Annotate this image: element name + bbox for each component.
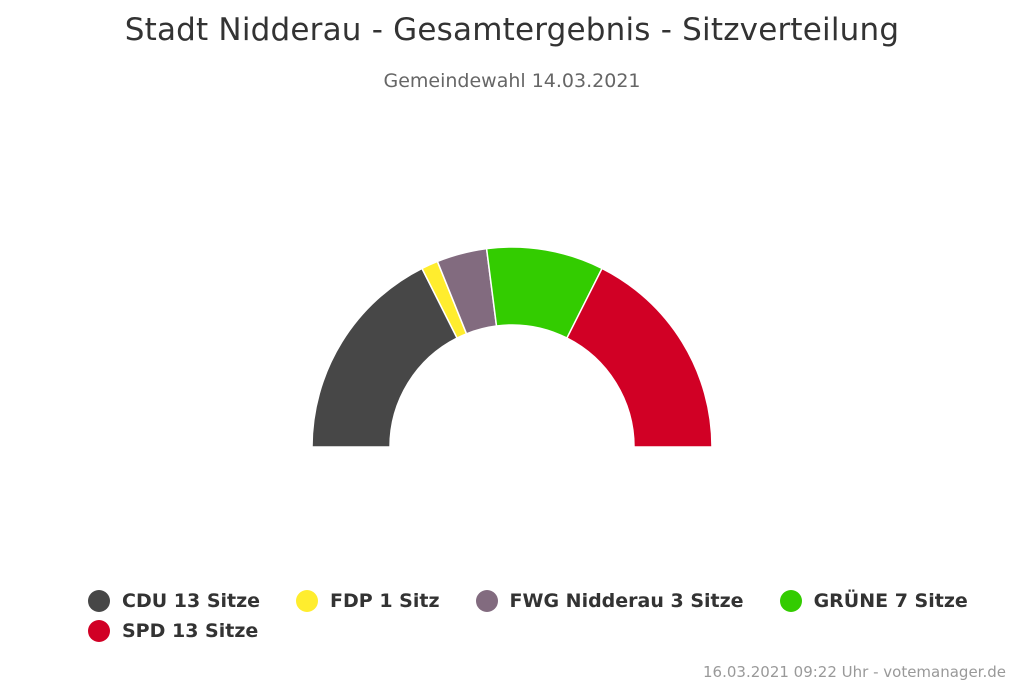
chart-legend: CDU 13 Sitze FDP 1 Sitz FWG Nidderau 3 S… [88,586,968,646]
legend-dot-gruene [779,590,802,612]
chart-credits[interactable]: 16.03.2021 09:22 Uhr - votemanager.de [703,663,1006,681]
chart-subtitle: Gemeindewahl 14.03.2021 [383,70,641,92]
legend-label-gruene: GRÜNE 7 Sitze [813,590,968,612]
legend-item-fdp[interactable]: FDP 1 Sitz [296,590,440,612]
legend-dot-spd [88,620,110,642]
legend-label-cdu: CDU 13 Sitze [122,590,261,612]
legend-item-cdu[interactable]: CDU 13 Sitze [88,590,260,612]
legend-item-spd[interactable]: SPD 13 Sitze [88,620,258,642]
legend-label-fwg: FWG Nidderau 3 Sitze [509,590,744,612]
chart-title: Stadt Nidderau - Gesamtergebnis - Sitzve… [124,12,900,48]
legend-dot-fwg [475,590,498,612]
legend-item-fwg[interactable]: FWG Nidderau 3 Sitze [475,590,744,612]
legend-row-2: SPD 13 Sitze [88,616,968,646]
chart-slices [311,246,713,448]
slice-spd[interactable] [566,267,713,448]
legend-label-spd: SPD 13 Sitze [122,620,259,642]
legend-dot-cdu [88,590,110,612]
legend-item-gruene[interactable]: GRÜNE 7 Sitze [779,590,968,612]
legend-label-fdp: FDP 1 Sitz [330,590,440,612]
legend-row-1: CDU 13 Sitze FDP 1 Sitz FWG Nidderau 3 S… [88,586,968,616]
legend-dot-fdp [296,590,319,612]
